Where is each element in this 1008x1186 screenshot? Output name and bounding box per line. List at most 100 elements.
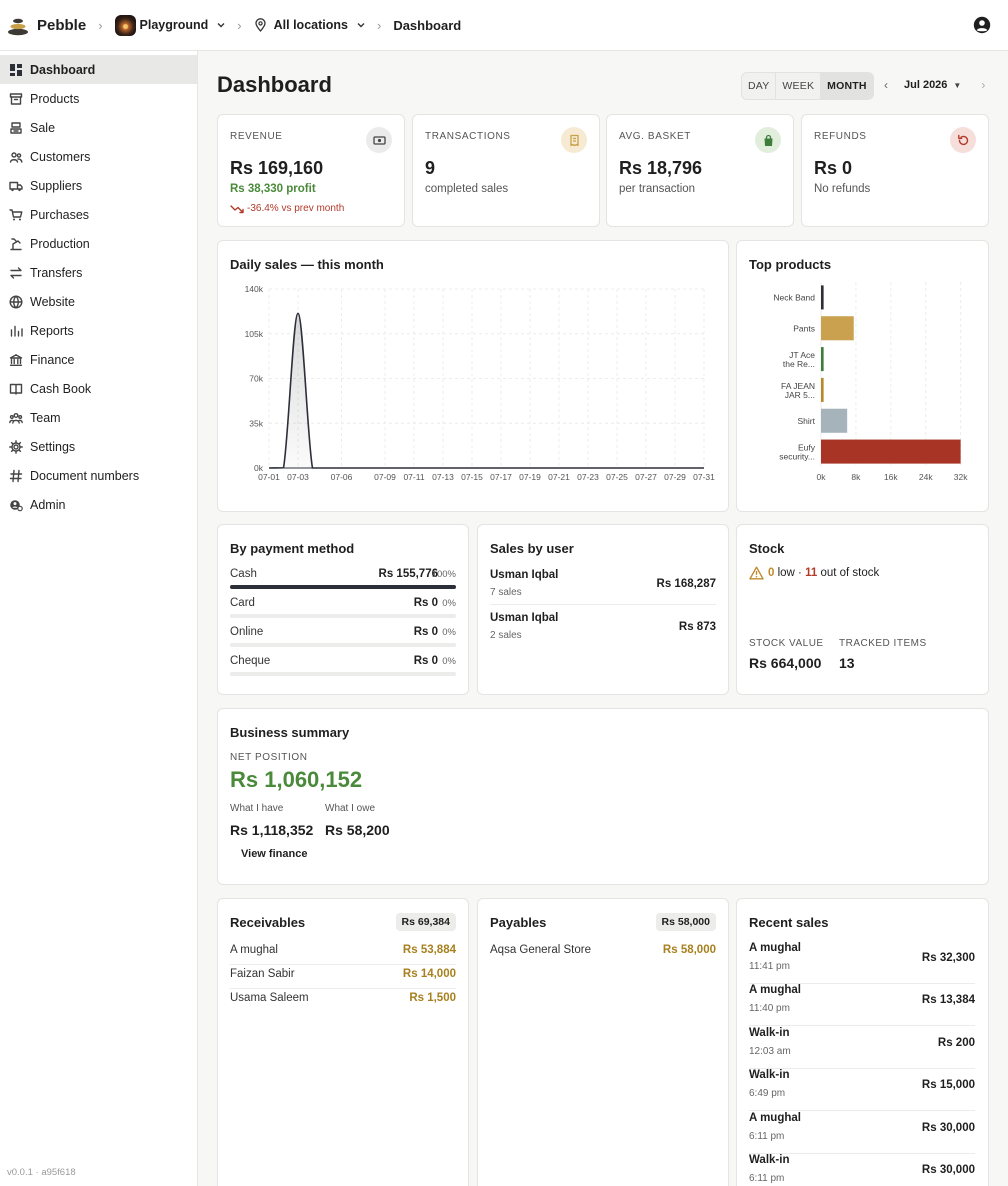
sidebar-item-purchases[interactable]: Purchases [0,200,197,229]
sale-amount: Rs 30,000 [921,1164,975,1176]
bar-neck-band[interactable] [821,285,824,310]
recent-sale-row[interactable]: Walk-in 12:03 am Rs 200 [749,1027,975,1069]
range-selector: DAY WEEK MONTH [741,72,874,100]
payment-amount: Rs 0 [413,597,438,609]
payment-percent: 0% [442,627,456,638]
sidebar-item-label: Website [30,294,75,309]
payables-row[interactable]: Aqsa General Store Rs 58,000 [490,942,716,965]
sales-line [268,312,704,469]
daily-sales-card: Daily sales — this month 0k 35k 70k 105k 140… [217,240,729,512]
sidebar-item-admin[interactable]: Admin [0,490,197,519]
sidebar-item-finance[interactable]: Finance [0,345,197,374]
sidebar-item-suppliers[interactable]: Suppliers [0,171,197,200]
recent-sale-row[interactable]: A mughal 11:41 pm Rs 32,300 [749,942,975,984]
sidebar-item-label: Sale [30,120,56,135]
receivables-row[interactable]: Faizan Sabir Rs 14,000 [230,966,456,989]
sales-by-user-card: Sales by user Usman Iqbal 7 sales Rs 168,2… [477,524,729,695]
bar-eufy-security[interactable] [821,439,961,464]
bank-icon [9,353,23,367]
sale-customer: A mughal [749,1111,801,1124]
sidebar-item-label: Suppliers [30,178,83,193]
bar-shirt[interactable] [821,408,848,433]
sidebar-item-team[interactable]: Team [0,403,197,432]
range-month-button[interactable]: MONTH [821,73,873,99]
bar-pants[interactable] [821,316,854,341]
chevron-down-icon [217,23,225,28]
recent-sale-row[interactable]: Walk-in 6:11 pm Rs 30,000 [749,1154,975,1186]
people-icon [9,150,23,164]
sidebar-item-label: Reports [30,323,74,338]
sidebar-item-production[interactable]: Production [0,229,197,258]
sidebar-item-cash-book[interactable]: Cash Book [0,374,197,403]
kpi-label: REFUNDS [814,131,867,142]
caret-down-icon[interactable]: ▼ [953,80,962,90]
sidebar-item-label: Transfers [30,265,83,280]
kpi-card-avg-basket: AVG. BASKET Rs 18,796 per transaction [606,114,794,227]
sale-time: 11:40 pm [749,1003,790,1015]
sidebar-item-label: Finance [30,352,75,367]
sales-area [269,313,704,468]
row-divider [490,604,716,605]
sidebar-item-label: Settings [30,439,76,454]
user-name: Usman Iqbal [490,612,559,624]
payment-amount: Rs 155,776 [378,568,438,580]
range-day-button[interactable]: DAY [742,73,777,99]
sidebar-item-products[interactable]: Products [0,84,197,113]
recent-sale-row[interactable]: A mughal 6:11 pm Rs 30,000 [749,1112,975,1154]
payment-row-cash: Cash Rs 155,776 100% [230,568,456,590]
x-tick-label: 07-27 [635,472,657,482]
payment-amount: Rs 0 [413,655,438,667]
sidebar-item-transfers[interactable]: Transfers [0,258,197,287]
stock-status: 0 low · 11 out of stock [749,566,879,580]
range-week-button[interactable]: WEEK [776,73,822,99]
view-finance-link[interactable]: View finance [241,848,308,860]
bar-fa-jean-jar-5[interactable] [821,377,824,402]
sidebar-item-website[interactable]: Website [0,287,197,316]
org-avatar [114,14,136,36]
sidebar-nav: Dashboard Products Sale Customers Suppliers P… [0,55,197,519]
payment-method-card: By payment method Cash Rs 155,776 100% Card… [217,524,469,695]
team-icon [9,411,23,425]
kpi-profit: Rs 38,330 profit [230,183,316,195]
x-tick-label: 8k [851,472,861,482]
receivables-row[interactable]: A mughal Rs 53,884 [230,942,456,965]
period-label[interactable]: Jul 2026 [904,79,948,91]
receivables-title: Receivables [230,915,306,930]
what-i-have-label: What I have [230,803,284,814]
user-sale-count: 2 sales [490,630,522,641]
payment-progress-track [230,672,456,676]
book-icon [9,382,23,396]
sidebar-item-label: Dashboard [30,62,96,77]
breadcrumb-current: Dashboard [393,17,462,33]
user-account-icon[interactable] [973,16,991,34]
sidebar-item-document-numbers[interactable]: Document numbers [0,461,197,490]
pebble-logo-icon [8,18,28,36]
recent-sale-row[interactable]: A mughal 11:40 pm Rs 13,384 [749,984,975,1027]
stock-card: Stock 0 low · 11 out of stock STOCK VALU… [736,524,989,695]
chevron-right-icon[interactable]: › [981,78,986,92]
sidebar-item-dashboard[interactable]: Dashboard [0,55,197,84]
receivables-row[interactable]: Usama Saleem Rs 1,500 [230,990,456,1013]
payment-progress-track [230,614,456,618]
bar-jt-ace-the-re[interactable] [821,347,824,372]
globe-icon [9,294,23,309]
party-amount: Rs 14,000 [402,968,456,980]
net-position-label: NET POSITION [230,752,308,763]
map-pin-icon [254,18,266,32]
party-amount: Rs 53,884 [402,944,456,956]
net-position-value: Rs 1,060,152 [230,767,363,792]
sidebar-item-settings[interactable]: Settings [0,432,197,461]
chevron-left-icon[interactable]: ‹ [884,78,888,92]
daily-sales-title: Daily sales — this month [230,257,384,272]
sidebar-item-customers[interactable]: Customers [0,142,197,171]
y-tick-label: 35k [249,418,263,428]
location-switcher[interactable]: All locations [254,18,365,32]
sale-amount: Rs 30,000 [921,1121,975,1134]
brand[interactable]: Pebble [7,14,86,36]
sidebar-item-sale[interactable]: Sale [0,113,197,142]
sidebar-item-reports[interactable]: Reports [0,316,197,345]
kpi-label: AVG. BASKET [619,131,691,142]
recent-sale-row[interactable]: Walk-in 6:49 pm Rs 15,000 [749,1069,975,1112]
sidebar: Dashboard Products Sale Customers Suppliers P… [0,51,198,1186]
org-switcher[interactable]: Playground [114,14,226,36]
